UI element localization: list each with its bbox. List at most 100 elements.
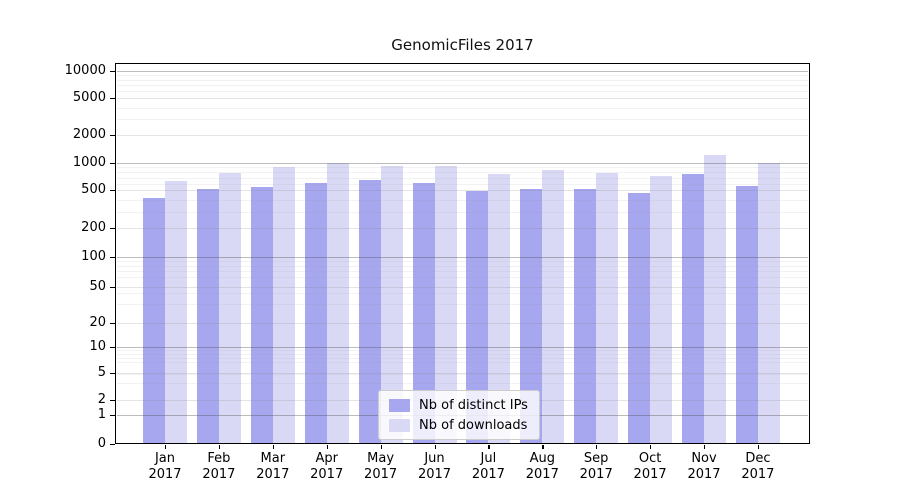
year-label: 2017 [364, 467, 398, 482]
legend-row-0: Nb of distinct IPs [387, 395, 531, 415]
gridline-10000 [117, 71, 808, 72]
bar-distinct-ips-oct [628, 193, 651, 443]
x-tick-mark-feb [218, 445, 221, 449]
year-label: 2017 [741, 467, 775, 482]
x-tick-label-sep: Sep 2017 [568, 451, 624, 483]
month-label: Jan [154, 451, 176, 466]
bar-distinct-ips-jun [412, 182, 435, 443]
bar-downloads-jan [165, 180, 187, 443]
y-tick-mark-5000 [110, 97, 115, 99]
gridline-minor-8000 [117, 79, 808, 81]
x-tick-label-dec: Dec 2017 [730, 451, 786, 483]
y-tick-label-100: 100 [81, 249, 106, 264]
y-tick-label-500: 500 [81, 182, 106, 197]
month-label: Sep [583, 451, 609, 466]
x-tick-mark-aug [542, 445, 544, 449]
month-label: Dec [745, 451, 771, 466]
x-tick-label-mar: Mar 2017 [245, 451, 301, 483]
y-tick-label-5000: 5000 [72, 90, 106, 105]
gridline-minor-4000 [117, 107, 808, 109]
bar-distinct-ips-apr [304, 183, 327, 443]
year-label: 2017 [417, 467, 452, 482]
y-tick-mark-5 [110, 372, 115, 374]
y-tick-label-2000: 2000 [72, 127, 106, 142]
y-tick-label-1: 1 [97, 407, 106, 422]
year-label: 2017 [310, 467, 344, 482]
y-tick-label-1000: 1000 [72, 155, 106, 170]
gridline-minor-9000 [117, 75, 808, 77]
y-tick-label-50: 50 [89, 279, 106, 294]
x-tick-label-nov: Nov 2017 [676, 451, 732, 483]
legend-swatch-1 [389, 418, 410, 432]
y-tick-mark-500 [110, 189, 115, 191]
gridline-2000 [117, 135, 808, 136]
bar-downloads-aug [542, 169, 565, 443]
y-tick-label-2: 2 [97, 392, 106, 407]
x-tick-label-jul: Jul 2017 [460, 451, 516, 483]
y-tick-label-20: 20 [89, 315, 106, 330]
x-tick-mark-nov [704, 445, 706, 449]
x-tick-label-may: May 2017 [353, 451, 409, 483]
y-tick-label-10: 10 [89, 339, 106, 354]
legend-swatch-0 [389, 398, 410, 412]
month-label: Nov [691, 451, 717, 466]
bar-distinct-ips-feb [196, 188, 219, 443]
year-label: 2017 [633, 467, 667, 482]
year-label: 2017 [579, 467, 613, 482]
x-tick-label-oct: Oct 2017 [622, 451, 678, 483]
legend-label-0: Nb of distinct IPs [419, 397, 528, 413]
bar-downloads-feb [218, 172, 241, 443]
year-label: 2017 [525, 467, 559, 482]
bar-downloads-mar [272, 166, 295, 443]
bar-downloads-jul [488, 174, 511, 443]
x-tick-label-aug: Aug 2017 [514, 451, 570, 483]
x-tick-label-apr: Apr 2017 [299, 451, 355, 483]
bar-downloads-oct [650, 175, 673, 443]
y-tick-label-5: 5 [97, 365, 106, 380]
gridline-5000 [117, 98, 808, 99]
x-tick-label-jun: Jun 2017 [407, 451, 463, 483]
bar-downloads-jun [434, 165, 457, 443]
gridline-minor-3000 [117, 119, 808, 121]
month-label: May [367, 451, 395, 466]
gridline-minor-7000 [117, 85, 808, 87]
month-label: Aug [529, 451, 555, 466]
month-label: Feb [207, 451, 231, 466]
x-tick-label-feb: Feb 2017 [191, 451, 247, 483]
bar-distinct-ips-may [358, 180, 381, 443]
month-label: Mar [260, 451, 286, 466]
bar-distinct-ips-nov [682, 174, 704, 443]
legend-label-1: Nb of downloads [419, 417, 528, 433]
x-tick-mark-jan [165, 445, 167, 449]
y-tick-mark-0 [110, 443, 115, 445]
y-tick-label-200: 200 [81, 220, 106, 235]
legend-row-1: Nb of downloads [387, 415, 531, 435]
y-tick-mark-1 [110, 414, 115, 416]
y-tick-mark-20 [110, 322, 115, 324]
y-tick-label-0: 0 [97, 436, 106, 451]
bar-distinct-ips-sep [574, 188, 597, 443]
x-tick-mark-jun [434, 445, 436, 449]
year-label: 2017 [471, 467, 505, 482]
y-tick-mark-1000 [110, 162, 115, 164]
y-tick-mark-10 [110, 346, 115, 348]
bar-downloads-sep [596, 172, 619, 443]
y-tick-mark-2 [110, 399, 115, 401]
y-tick-mark-50 [110, 286, 115, 288]
month-label: Apr [315, 451, 338, 466]
year-label: 2017 [148, 467, 182, 482]
year-label: 2017 [202, 467, 236, 482]
y-tick-label-10000: 10000 [64, 63, 106, 78]
year-label: 2017 [687, 467, 721, 482]
bar-distinct-ips-dec [735, 185, 758, 443]
legend: Nb of distinct IPs Nb of downloads [378, 390, 540, 440]
y-tick-mark-2000 [110, 134, 115, 136]
x-tick-mark-jul [488, 445, 490, 449]
y-tick-mark-100 [110, 256, 115, 258]
x-tick-mark-mar [272, 445, 275, 449]
x-tick-mark-may [380, 445, 382, 449]
month-label: Jun [424, 451, 445, 466]
bar-downloads-may [380, 165, 403, 443]
bar-distinct-ips-jul [466, 191, 489, 443]
